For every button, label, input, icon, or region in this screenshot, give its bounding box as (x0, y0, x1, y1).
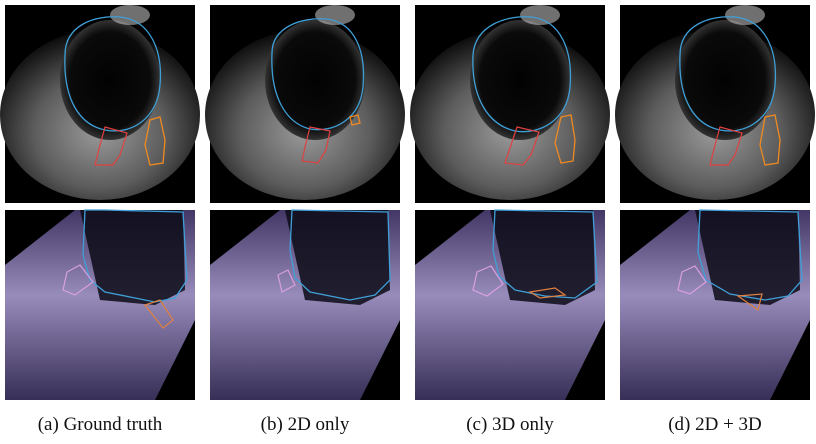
panel-c-top (410, 5, 610, 203)
caption: (a) Ground truth (38, 414, 163, 435)
panel-b-bottom (210, 210, 400, 400)
caption: (c) 3D only (466, 414, 554, 435)
figure: (a) Ground truth (b) 2D only (c) 3D only… (0, 0, 816, 444)
caption: (b) 2D only (261, 414, 350, 435)
panel-b-top (205, 5, 405, 203)
panel-a-top (0, 5, 200, 203)
panel-d-bottom (620, 210, 810, 400)
panel-c-bottom (415, 210, 605, 400)
panel-d-top (615, 5, 815, 203)
caption: (d) 2D + 3D (668, 414, 762, 435)
panel-a-bottom (5, 210, 195, 400)
